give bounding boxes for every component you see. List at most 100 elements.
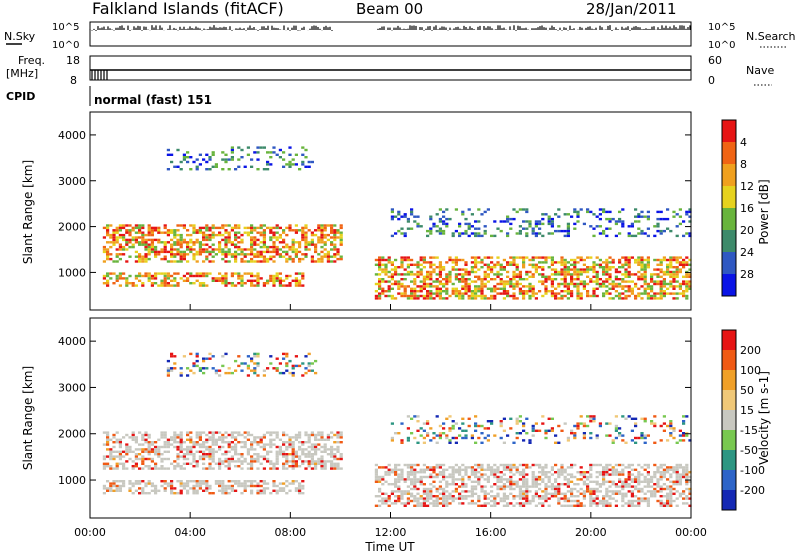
echo-cell [518, 229, 522, 233]
echo-cell [224, 231, 228, 234]
echo-cell [550, 466, 554, 469]
echo-cell [266, 282, 270, 285]
echo-cell [640, 275, 644, 278]
echo-cell [422, 266, 426, 269]
echo-cell [218, 369, 222, 372]
echo-cell [195, 484, 199, 488]
echo-cell [563, 504, 567, 507]
echo-cell [237, 441, 241, 444]
echo-cell [259, 255, 263, 258]
echo-cell [307, 450, 311, 453]
echo-cell [141, 243, 145, 246]
echo-cell [170, 250, 174, 254]
echo-cell [339, 224, 343, 227]
echo-cell [211, 433, 215, 437]
echo-cell [669, 473, 673, 476]
echo-cell [544, 429, 548, 432]
echo-cell [384, 280, 388, 283]
echo-cell [570, 294, 574, 298]
echo-cell [298, 250, 302, 254]
echo-cell [470, 471, 474, 474]
echo-cell [240, 467, 244, 470]
echo-cell [253, 274, 257, 278]
echo-cell [403, 290, 407, 293]
echo-cell [301, 492, 305, 495]
echo-cell [640, 210, 644, 214]
echo-cell [339, 236, 343, 239]
echo-cell [298, 433, 302, 437]
echo-cell [141, 433, 145, 437]
echo-cell [282, 371, 286, 375]
echo-cell [323, 241, 327, 244]
echo-cell [618, 432, 622, 435]
echo-cell [298, 484, 302, 488]
echo-cell [522, 258, 526, 262]
echo-cell [221, 462, 225, 465]
echo-cell [566, 268, 570, 271]
echo-cell [451, 497, 455, 500]
echo-cell [179, 465, 183, 468]
echo-cell [138, 274, 142, 278]
echo-cell [218, 243, 222, 246]
echo-cell [538, 232, 542, 235]
echo-cell [640, 497, 644, 500]
echo-cell [307, 352, 311, 356]
echo-cell [230, 158, 234, 161]
echo-cell [106, 248, 110, 251]
echo-cell [413, 215, 417, 218]
echo-cell [141, 255, 145, 258]
echo-cell [246, 431, 250, 434]
echo-cell [179, 250, 183, 254]
echo-cell [589, 256, 593, 259]
echo-cell [416, 215, 420, 218]
echo-cell [154, 450, 158, 453]
echo-cell [262, 489, 266, 492]
echo-cell [426, 466, 430, 469]
echo-cell [518, 471, 522, 474]
echo-cell [144, 257, 148, 261]
echo-cell [259, 231, 263, 234]
echo-cell [400, 473, 404, 476]
echo-cell [538, 478, 542, 481]
echo-cell [413, 468, 417, 471]
echo-cell [499, 487, 503, 491]
echo-cell [262, 146, 266, 149]
echo-cell [442, 463, 446, 467]
echo-cell [205, 482, 209, 485]
echo-cell [464, 273, 468, 276]
echo-cell [410, 483, 414, 486]
echo-cell [528, 297, 532, 300]
echo-cell [243, 282, 247, 285]
echo-cell [298, 465, 302, 468]
echo-cell [595, 215, 599, 218]
echo-cell [506, 485, 510, 488]
echo-cell [675, 270, 679, 274]
echo-cell [326, 460, 330, 463]
echo-cell [186, 241, 190, 244]
echo-cell [333, 229, 337, 232]
echo-cell [506, 504, 510, 507]
echo-cell [304, 231, 308, 234]
echo-cell [202, 231, 206, 234]
echo-cell [272, 489, 276, 492]
echo-cell [333, 236, 337, 239]
echo-cell [195, 489, 199, 492]
echo-cell [397, 282, 401, 286]
echo-cell [307, 462, 311, 465]
echo-cell [477, 504, 481, 507]
echo-cell [310, 462, 314, 465]
echo-cell [109, 224, 113, 227]
echo-cell [294, 438, 298, 441]
echo-cell [675, 280, 679, 283]
echo-cell [621, 468, 625, 471]
echo-cell [525, 270, 529, 274]
echo-cell [333, 245, 337, 249]
echo-cell [189, 282, 193, 285]
echo-cell [486, 263, 490, 266]
echo-cell [506, 215, 510, 218]
echo-cell [256, 231, 260, 234]
echo-cell [198, 431, 202, 434]
echo-cell [518, 497, 522, 500]
echo-cell [518, 287, 522, 290]
echo-cell [659, 466, 663, 469]
